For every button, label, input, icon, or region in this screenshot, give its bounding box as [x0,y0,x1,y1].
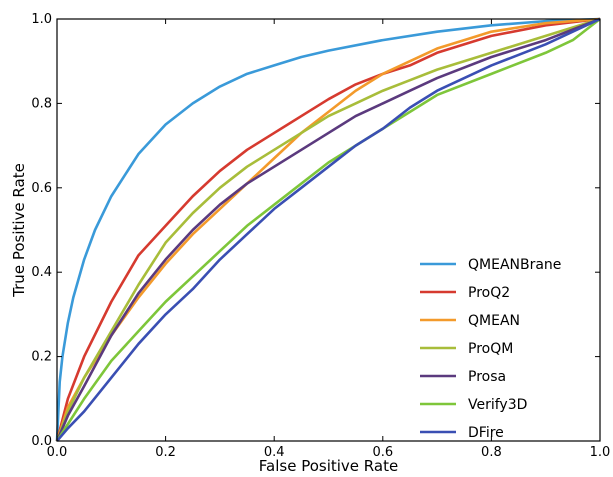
legend: QMEANBrane ProQ2 QMEAN ProQM Prosa Verify3D DF… [420,257,561,441]
legend-label: ProQ2 [468,285,510,301]
legend-label: DFire [468,425,504,441]
series-line-verify3d [55,17,601,442]
y-tick-label: 0.8 [31,96,52,111]
series-line-prosa [55,17,601,442]
series-line-proqm [55,17,601,442]
x-tick-label: 0.2 [155,445,176,460]
series-line-qmean [55,17,601,442]
series-line-qmeanbrane [55,17,601,442]
x-tick-label: 0.6 [372,445,393,460]
x-tick-label: 0.8 [481,445,502,460]
x-tick-label: 1.0 [590,445,611,460]
legend-label: Verify3D [468,397,527,413]
x-tick-label: 0.4 [264,445,285,460]
legend-label: QMEANBrane [468,257,561,273]
series-layer [55,17,601,442]
y-tick-label: 0.2 [31,350,52,365]
legend-label: QMEAN [468,313,520,329]
x-tick-label: 0.0 [47,445,68,460]
plot-frame [56,18,601,442]
y-tick-label: 1.0 [31,12,52,27]
y-tick-label: 0.4 [31,265,52,280]
y-tick-label: 0.0 [31,434,52,449]
series-line-proq2 [55,17,601,442]
legend-label: ProQM [468,341,513,357]
y-tick-label: 0.6 [31,181,52,196]
series-line-dfire [56,17,601,442]
x-axis-label: False Positive Rate [259,457,398,475]
y-axis-label: True Positive Rate [10,163,28,298]
legend-label: Prosa [468,369,506,385]
ticks-layer: 0.0 0.2 0.4 0.6 0.8 1.0 0.0 0.2 0.4 0.6 0.8 1.0 [31,12,610,460]
